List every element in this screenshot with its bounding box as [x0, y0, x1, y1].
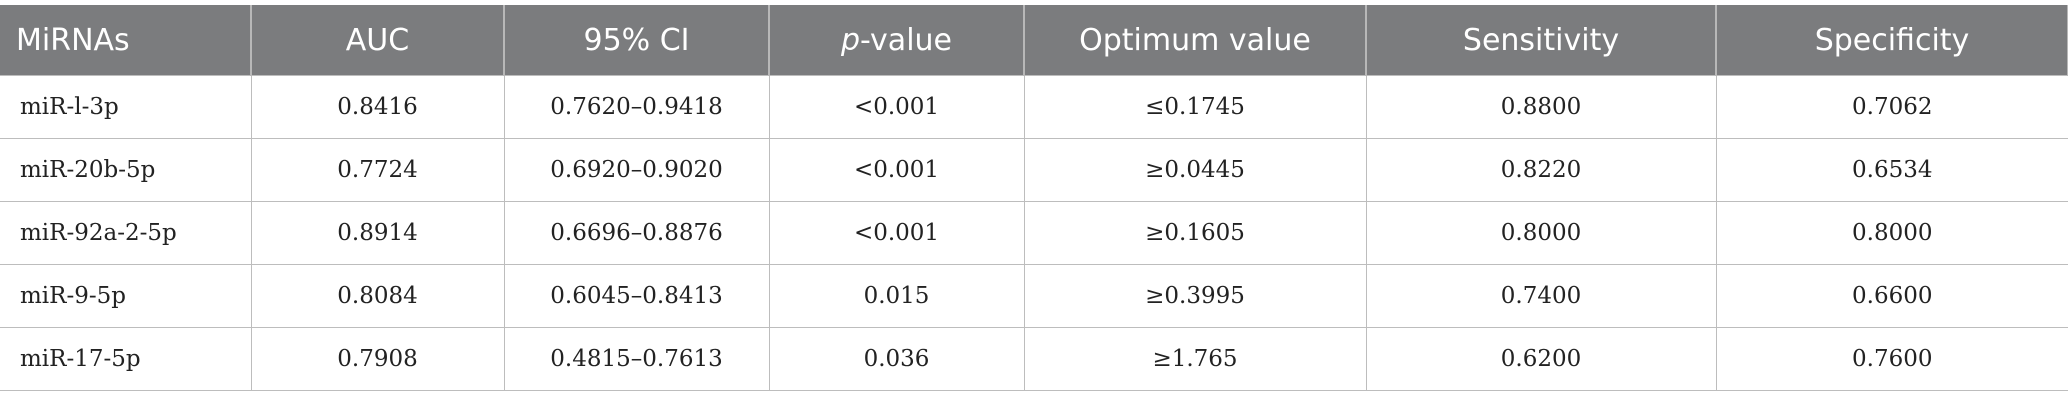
column-header: p-value	[769, 5, 1025, 76]
table-cell: 0.8000	[1365, 201, 1717, 265]
table-cell: 0.6696–0.8876	[503, 201, 770, 265]
table-cell: 0.8220	[1365, 138, 1717, 202]
column-header: Specificity	[1716, 5, 2068, 76]
table-row: miR-17-5p 0.7908 0.4815–0.7613 0.036 ≥1.765 0…	[0, 327, 2068, 391]
table-row: miR-9-5p 0.8084 0.6045–0.8413 0.015 ≥0.3995 0…	[0, 264, 2068, 328]
table-cell: ≥0.3995	[1023, 264, 1367, 328]
table-cell: 0.7724	[250, 138, 505, 202]
table-cell: 0.6600	[1715, 264, 2068, 328]
table-cell: 0.6920–0.9020	[503, 138, 770, 202]
table-cell: 0.7400	[1365, 264, 1717, 328]
table-cell: 0.6534	[1715, 138, 2068, 202]
column-header: MiRNAs	[0, 5, 252, 76]
column-header: Optimum value	[1024, 5, 1367, 76]
table-cell: 0.7600	[1715, 327, 2068, 391]
table-cell: <0.001	[768, 75, 1025, 139]
table-cell: miR-17-5p	[0, 327, 252, 391]
column-header: AUC	[251, 5, 505, 76]
table-cell: 0.015	[768, 264, 1025, 328]
table-cell: miR-92a-2-5p	[0, 201, 252, 265]
table-cell: ≥0.0445	[1023, 138, 1367, 202]
column-header: 95% CI	[504, 5, 770, 76]
table-cell: 0.6045–0.8413	[503, 264, 770, 328]
table-row: miR-92a-2-5p 0.8914 0.6696–0.8876 <0.001 ≥0.…	[0, 201, 2068, 265]
table-cell: 0.8416	[250, 75, 505, 139]
table-cell: 0.7620–0.9418	[503, 75, 770, 139]
table-row: miR-20b-5p 0.7724 0.6920–0.9020 <0.001 ≥0.04…	[0, 138, 2068, 202]
table-cell: miR-20b-5p	[0, 138, 252, 202]
table-row: miR-l-3p 0.8416 0.7620–0.9418 <0.001 ≤0.1745…	[0, 75, 2068, 139]
table-cell: ≥0.1605	[1023, 201, 1367, 265]
table-cell: <0.001	[768, 138, 1025, 202]
table-cell: 0.7062	[1715, 75, 2068, 139]
results-table: MiRNAs AUC 95% CI p-value Optimum value Sensi…	[0, 5, 2068, 391]
table-cell: 0.8084	[250, 264, 505, 328]
table-cell: 0.4815–0.7613	[503, 327, 770, 391]
table-cell: 0.8000	[1715, 201, 2068, 265]
table-cell: miR-l-3p	[0, 75, 252, 139]
table-cell: ≥1.765	[1023, 327, 1367, 391]
header-row: MiRNAs AUC 95% CI p-value Optimum value Sensi…	[0, 5, 2068, 76]
table-body: miR-l-3p 0.8416 0.7620–0.9418 <0.001 ≤0.1745…	[0, 75, 2068, 391]
table-cell: 0.7908	[250, 327, 505, 391]
table-cell: 0.8914	[250, 201, 505, 265]
table-cell: <0.001	[768, 201, 1025, 265]
table-cell: miR-9-5p	[0, 264, 252, 328]
table-cell: ≤0.1745	[1023, 75, 1367, 139]
column-header: Sensitivity	[1366, 5, 1717, 76]
table-cell: 0.6200	[1365, 327, 1717, 391]
table-cell: 0.8800	[1365, 75, 1717, 139]
table-cell: 0.036	[768, 327, 1025, 391]
